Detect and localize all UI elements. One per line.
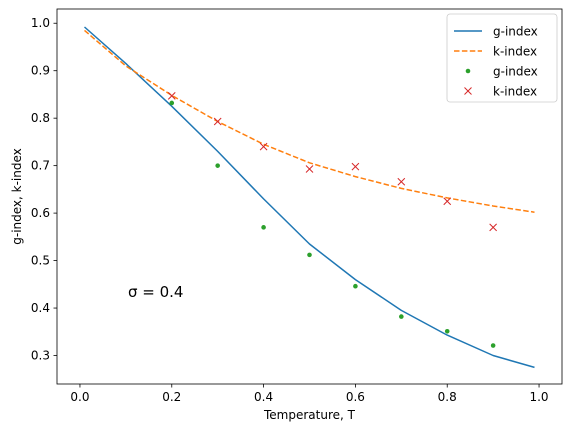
- legend: g-index k-index g-index k-index: [446, 13, 558, 103]
- g-index-point: [307, 252, 312, 258]
- legend-label: g-index: [493, 25, 538, 39]
- k-index-point: [259, 142, 268, 151]
- k-index-point: [305, 165, 314, 173]
- legend-box: [446, 13, 558, 103]
- x-tick-label: 0.6: [346, 390, 365, 404]
- g-index-line: [84, 26, 535, 369]
- legend-swatch: [464, 87, 472, 95]
- legend-swatch: [465, 68, 471, 74]
- legend-entry-g-index: g-index: [465, 65, 538, 79]
- g-index-point: [353, 283, 358, 289]
- k-index-point: [167, 92, 176, 100]
- x-axis-label: Temperature, T: [263, 408, 356, 422]
- x-tick-label: 0.2: [162, 390, 181, 404]
- g-index-point: [444, 329, 450, 334]
- plot-frame: [56, 8, 563, 385]
- x-marker-stroke: [351, 162, 360, 171]
- x-marker-stroke: [259, 142, 268, 151]
- k-index-point: [213, 117, 222, 126]
- k-index-point: [489, 223, 497, 232]
- y-tick-label: 0.6: [31, 206, 50, 220]
- y-axis-label: g-index, k-index: [10, 148, 24, 245]
- legend-entry-k-index: k-index: [464, 85, 537, 99]
- k-index-point: [443, 197, 452, 206]
- k-index-point: [351, 162, 360, 171]
- x-tick-label: 0.4: [254, 390, 273, 404]
- x-marker-stroke: [213, 117, 222, 126]
- x-marker-stroke: [167, 92, 176, 100]
- g-index-point: [399, 314, 404, 319]
- g-index-point: [215, 163, 220, 168]
- legend-label: g-index: [493, 65, 538, 79]
- y-tick-label: 0.4: [31, 301, 50, 315]
- g-index-point: [490, 343, 496, 348]
- legend-label: k-index: [493, 45, 537, 59]
- g-index-point: [169, 100, 175, 106]
- y-tick-label: 0.3: [31, 349, 50, 363]
- legend-entry-g-index: g-index: [454, 25, 538, 39]
- x-marker-stroke: [443, 197, 452, 206]
- y-tick-label: 0.8: [31, 111, 50, 125]
- x-marker-stroke: [305, 165, 314, 173]
- y-tick-label: 0.9: [31, 64, 50, 78]
- legend-entry-k-index: k-index: [454, 45, 537, 59]
- y-tick-label: 1.0: [31, 16, 50, 30]
- x-marker-stroke: [397, 177, 406, 186]
- g-index-point: [261, 225, 266, 230]
- y-tick-label: 0.5: [31, 254, 50, 268]
- x-tick-label: 1.0: [529, 390, 548, 404]
- legend-label: k-index: [493, 85, 537, 99]
- y-tick-label: 0.7: [31, 159, 50, 173]
- k-index-point: [397, 177, 406, 186]
- k-index-line: [84, 29, 535, 213]
- x-marker-stroke: [489, 223, 497, 232]
- sigma-annotation: σ = 0.4: [128, 283, 183, 301]
- x-tick-label: 0.8: [438, 390, 457, 404]
- x-tick-label: 0.0: [70, 390, 89, 404]
